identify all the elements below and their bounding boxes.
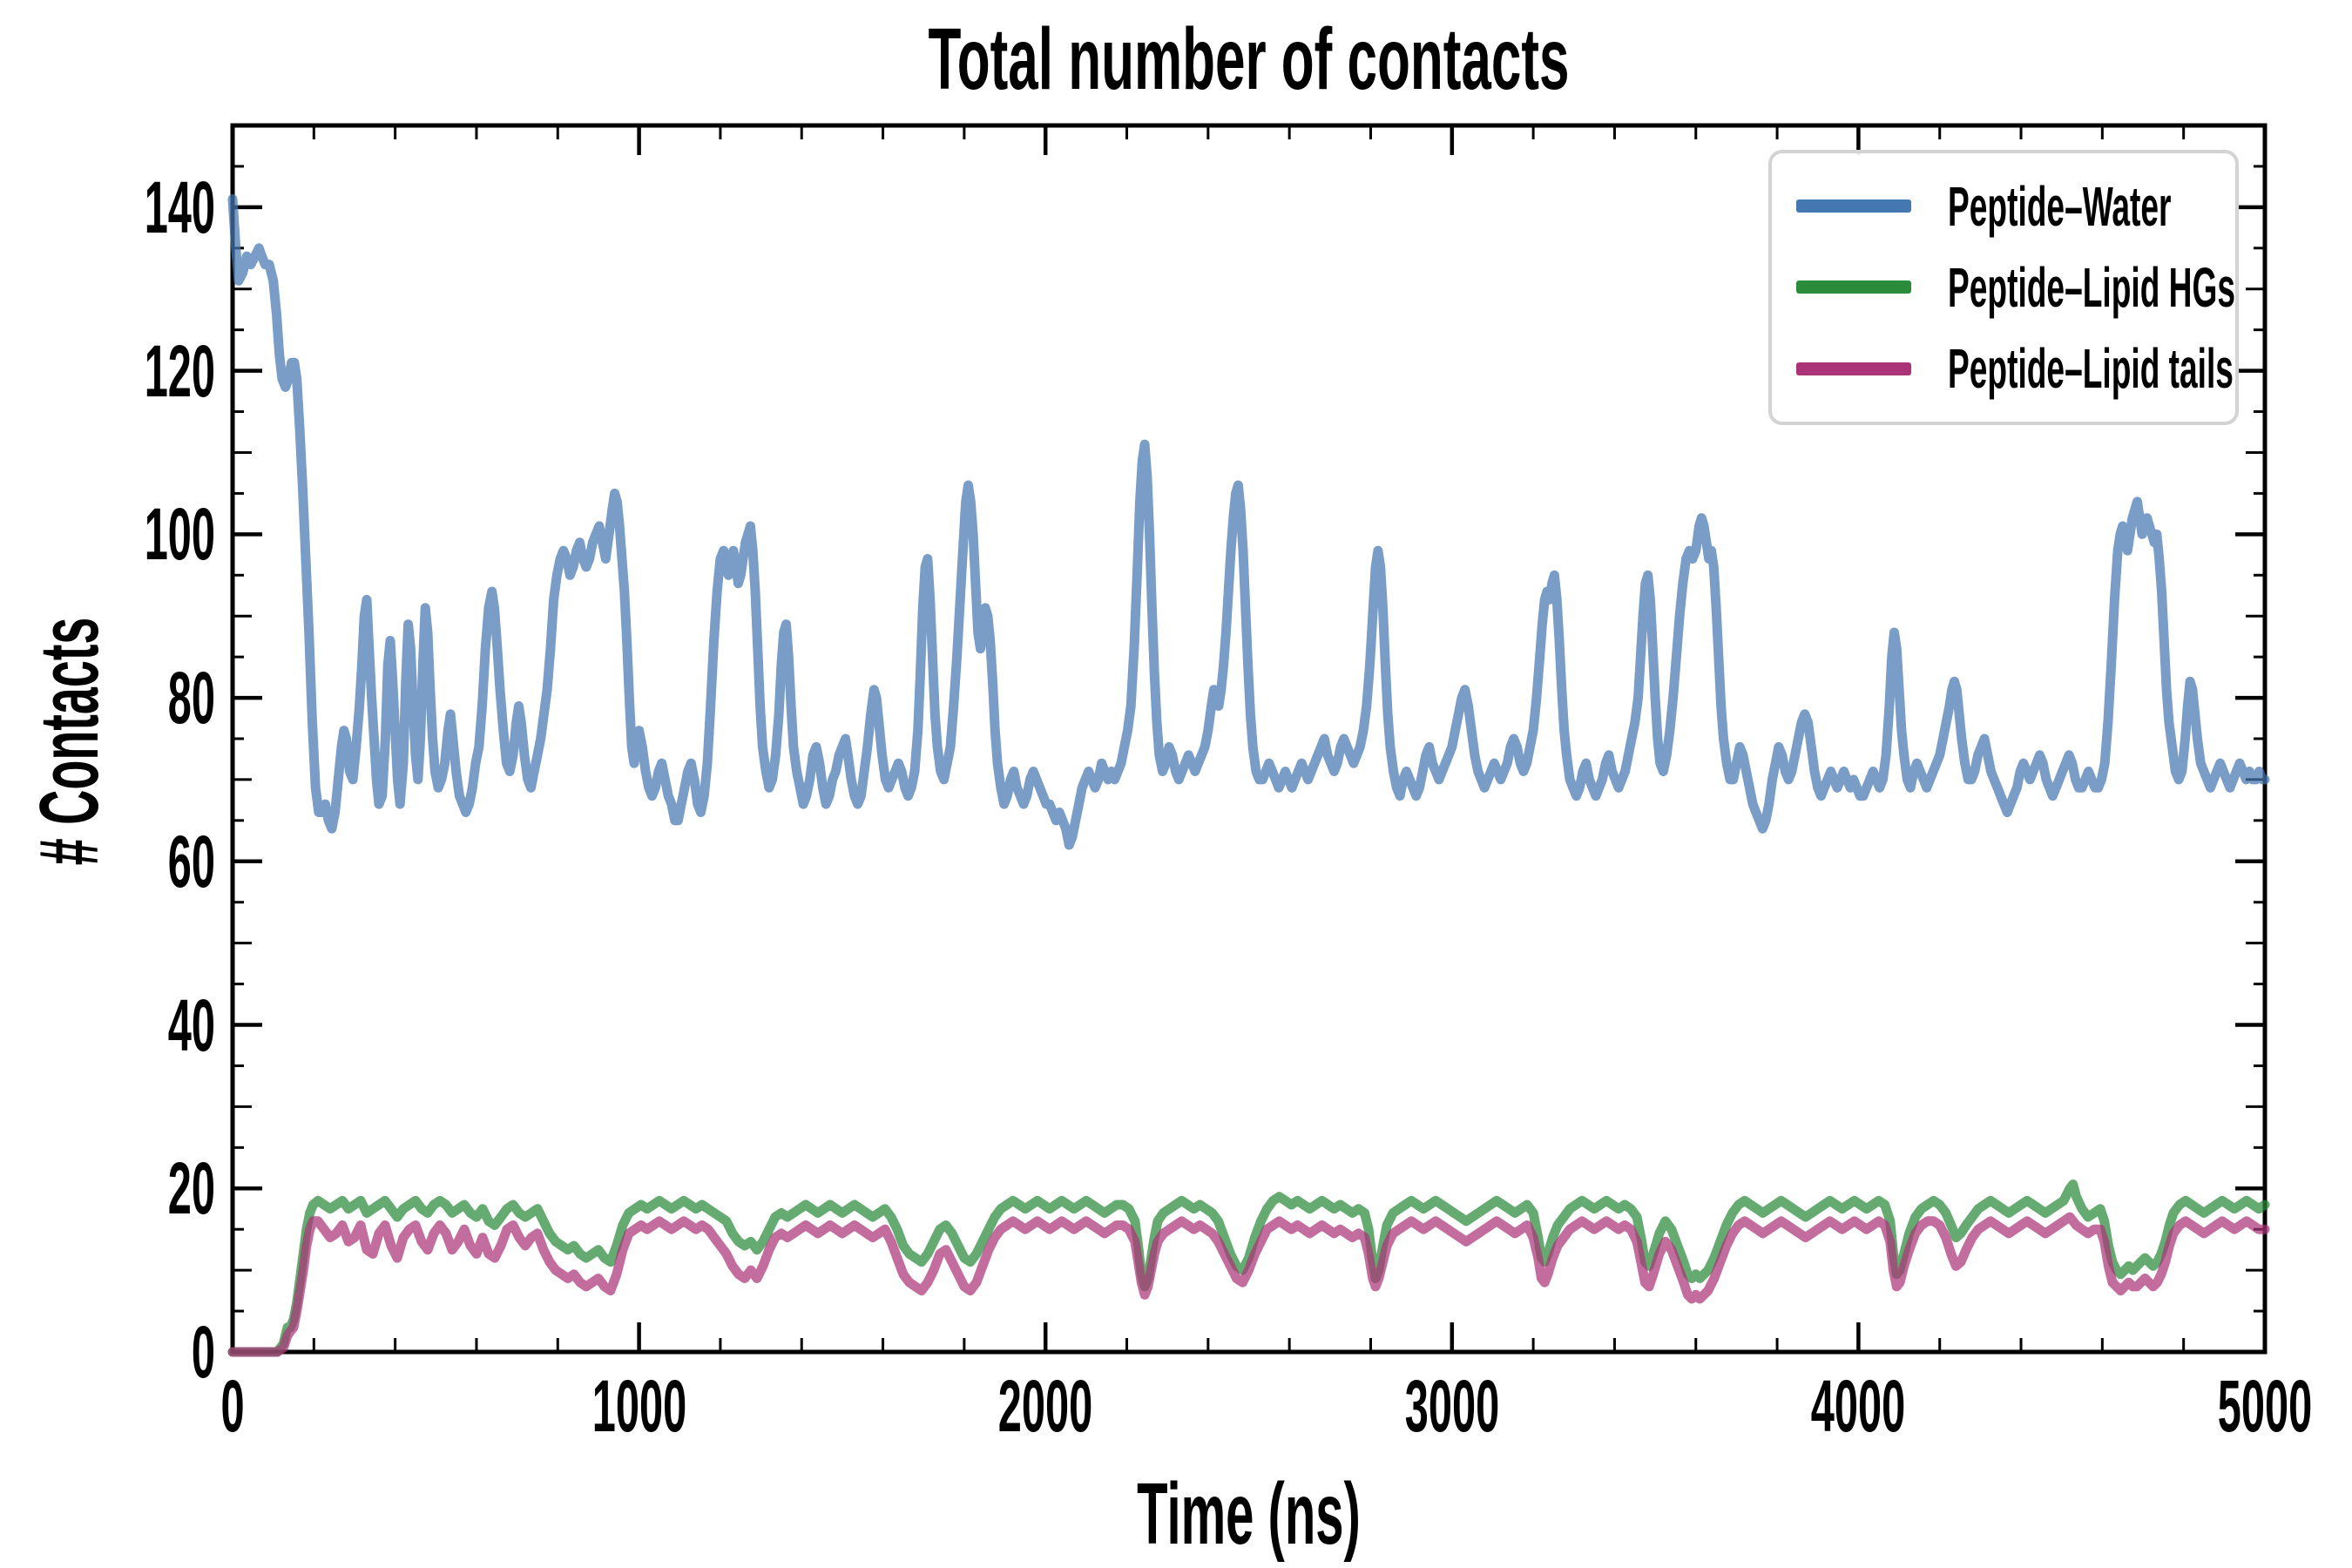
y-tick-label-80: 80: [167, 657, 215, 740]
y-tick-label-120: 120: [144, 329, 215, 412]
x-tick-label-1000: 1000: [591, 1365, 686, 1447]
legend-label: Peptide–Water: [1948, 174, 2172, 238]
y-tick-label-60: 60: [167, 820, 215, 902]
y-tick-label-40: 40: [167, 983, 215, 1066]
chart-title: Total number of contacts: [928, 10, 1570, 108]
axes-box: [230, 123, 2268, 1355]
legend-swatch-icon: [1796, 199, 1911, 213]
legend-swatch-icon: [1796, 362, 1911, 375]
legend: Peptide–Water Peptide–Lipid HGs Peptide–Li…: [1768, 150, 2239, 425]
x-tick-label-4000: 4000: [1811, 1365, 1906, 1447]
x-tick-label-3000: 3000: [1404, 1365, 1499, 1447]
y-tick-label-140: 140: [144, 166, 215, 248]
legend-swatch-icon: [1796, 280, 1911, 294]
y-tick-label-20: 20: [167, 1147, 215, 1230]
series-line-peptide-water: [227, 194, 2270, 850]
legend-label: Peptide–Lipid tails: [1948, 337, 2234, 401]
series-line-peptide-lipid-hgs: [227, 1179, 2270, 1357]
x-tick-label-0: 0: [220, 1365, 245, 1447]
x-tick-label-2000: 2000: [997, 1365, 1093, 1447]
series-line-peptide-lipid-tails: [227, 1212, 2270, 1357]
legend-item: Peptide–Lipid HGs: [1796, 260, 2235, 315]
x-tick-label-5000: 5000: [2217, 1365, 2313, 1447]
y-tick-label-100: 100: [144, 493, 215, 576]
legend-label: Peptide–Lipid HGs: [1948, 255, 2236, 319]
legend-item: Peptide–Water: [1796, 179, 2235, 234]
y-tick-label-0: 0: [191, 1311, 215, 1393]
legend-item: Peptide–Lipid tails: [1796, 341, 2235, 396]
x-axis-label: Time (ns): [1137, 1465, 1361, 1563]
